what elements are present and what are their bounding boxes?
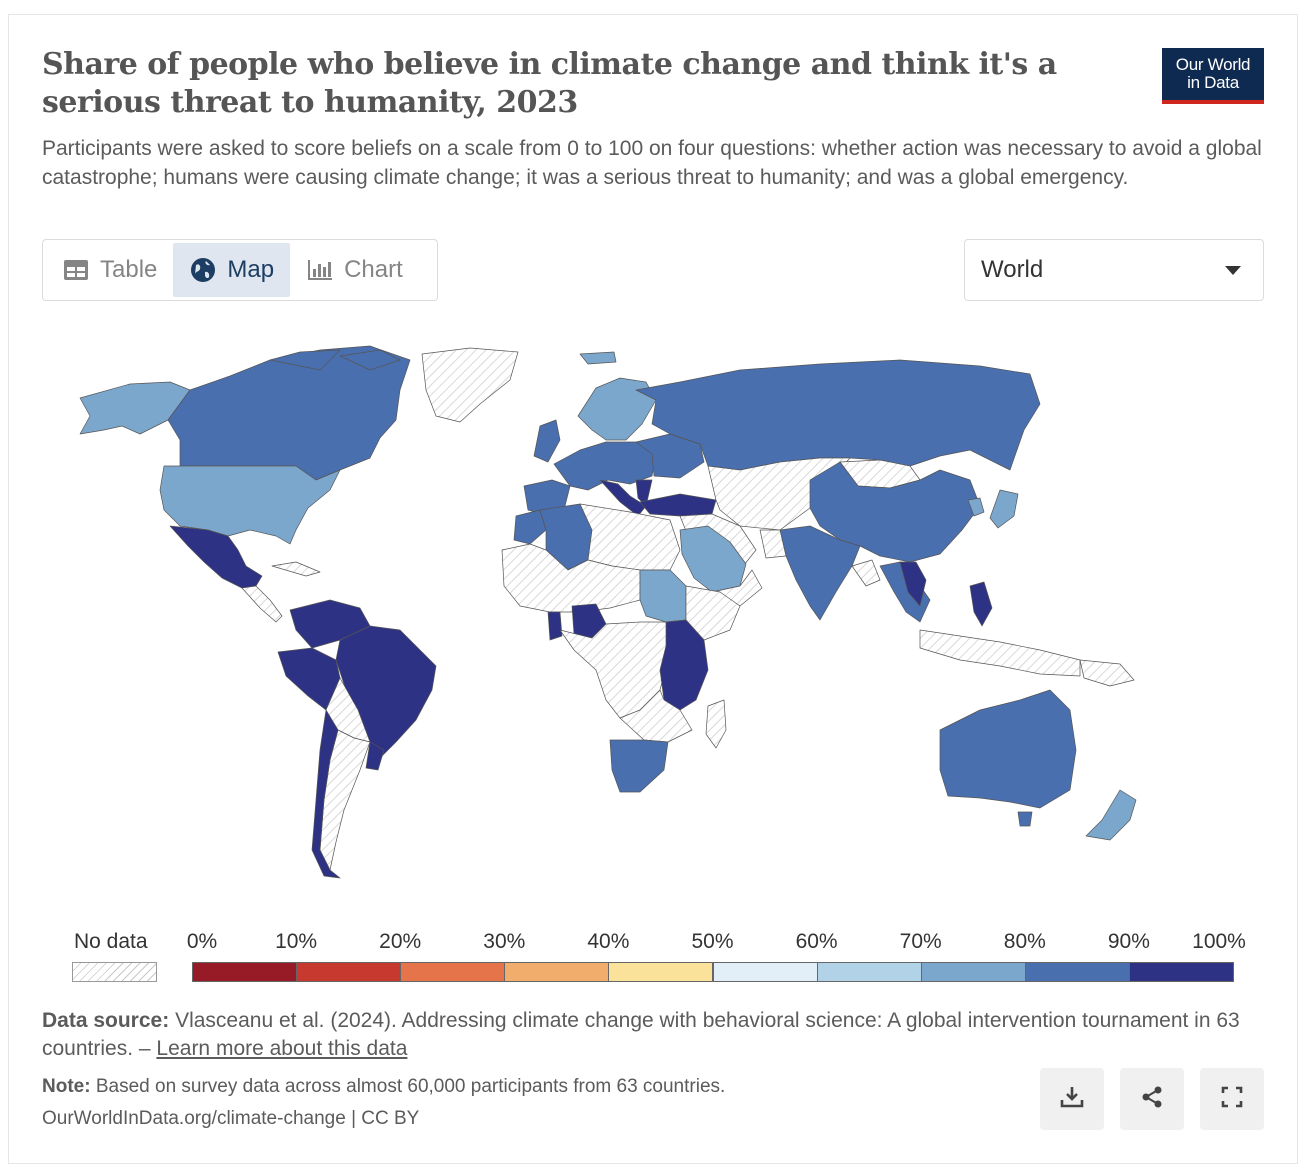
legend-tick-label: 100%: [1192, 930, 1246, 953]
globe-icon: [189, 257, 217, 283]
region-select[interactable]: World: [964, 239, 1264, 301]
view-tabs: Table Map Chart: [42, 239, 438, 301]
learn-more-link[interactable]: Learn more about this data: [156, 1037, 408, 1060]
region-papua: [1079, 659, 1135, 687]
region-australia: [939, 689, 1077, 809]
region-south-asia-other: [759, 529, 881, 587]
region-arctic-islands: [269, 349, 401, 371]
legend-tick-label: 90%: [1107, 930, 1150, 953]
share-button[interactable]: [1120, 1068, 1184, 1130]
legend-tick-label: 50%: [691, 930, 734, 953]
region-greenland: [421, 347, 519, 423]
data-source: Data source: Vlasceanu et al. (2024). Ad…: [42, 1007, 1262, 1063]
legend-bin[interactable]: [608, 962, 714, 982]
chevron-down-icon: [1225, 265, 1241, 275]
region-philippines: [969, 581, 993, 627]
legend-bin[interactable]: [296, 962, 402, 982]
legend-bin[interactable]: [816, 962, 922, 982]
legend-tick-label: 80%: [1003, 930, 1046, 953]
source-text: Vlasceanu et al. (2024). Addressing clim…: [42, 1009, 1240, 1060]
bar-chart-icon: [306, 257, 334, 283]
legend-tick-label: 30%: [483, 930, 526, 953]
legend-bin[interactable]: [712, 962, 818, 982]
region-alaska: [79, 381, 191, 435]
legend-bin[interactable]: [920, 962, 1026, 982]
note-label: Note:: [42, 1076, 91, 1097]
legend-no-data-label: No data: [74, 930, 148, 953]
note: Note: Based on survey data across almost…: [42, 1074, 725, 1100]
legend-tick-label: 40%: [587, 930, 630, 953]
share-icon: [1139, 1084, 1165, 1115]
region-korea-japan: [967, 489, 1019, 529]
region-china: [809, 461, 981, 563]
note-text: Based on survey data across almost 60,00…: [95, 1076, 726, 1097]
region-mexico: [169, 525, 263, 589]
region-russia: [635, 359, 1041, 471]
region-uk-ireland: [533, 419, 561, 463]
color-legend: No data 0% 10% 20% 30% 40% 50% 60% 70% 80% 90% 100…: [40, 924, 1276, 984]
region-caribbean: [271, 561, 321, 577]
legend-tick-label: 70%: [899, 930, 942, 953]
region-sudan: [639, 569, 687, 623]
region-chile: [311, 709, 341, 879]
legend-bin[interactable]: [504, 962, 610, 982]
region-scandinavia: [577, 377, 657, 441]
download-icon: [1059, 1084, 1085, 1115]
download-button[interactable]: [1040, 1068, 1104, 1130]
region-tasmania: [1017, 811, 1033, 827]
legend-tick-label: 20%: [379, 930, 422, 953]
tab-map[interactable]: Map: [173, 243, 291, 297]
region-india: [779, 525, 861, 621]
region-uruguay: [365, 741, 385, 771]
region-south-africa: [609, 739, 669, 793]
legend-bin[interactable]: [1024, 962, 1130, 982]
page-title: Share of people who believe in climate c…: [42, 47, 1057, 120]
region-east-africa: [659, 619, 709, 711]
tab-chart[interactable]: Chart: [290, 243, 419, 297]
fullscreen-button[interactable]: [1200, 1068, 1264, 1130]
tab-map-label: Map: [227, 256, 275, 283]
world-map: [79, 345, 1137, 879]
legend-no-data-swatch: [72, 962, 157, 982]
region-usa: [159, 465, 341, 545]
logo-line-1: Our World: [1175, 55, 1251, 74]
source-label: Data source:: [42, 1009, 170, 1032]
legend-tick-label: 10%: [275, 930, 318, 953]
region-vietnam-thailand: [899, 561, 927, 607]
legend-bin[interactable]: [400, 962, 506, 982]
legend-bin[interactable]: [192, 962, 298, 982]
logo-line-2: in Data: [1187, 73, 1239, 92]
region-morocco: [513, 509, 547, 545]
region-western-europe: [553, 441, 657, 491]
region-ghana: [547, 611, 563, 641]
table-icon: [62, 257, 90, 283]
region-madagascar: [705, 699, 727, 749]
region-turkey: [639, 493, 717, 517]
region-iceland: [579, 351, 617, 365]
region-new-zealand: [1085, 789, 1137, 841]
legend-bin[interactable]: [1128, 962, 1234, 982]
source-url[interactable]: OurWorldInData.org/climate-change | CC B…: [42, 1108, 420, 1129]
tab-table[interactable]: Table: [46, 243, 173, 297]
tab-chart-label: Chart: [344, 256, 403, 283]
legend-tick-label: 60%: [795, 930, 838, 953]
region-central-america: [241, 585, 283, 623]
tab-table-label: Table: [100, 256, 158, 283]
fullscreen-icon: [1219, 1084, 1245, 1115]
region-select-value: World: [981, 256, 1044, 283]
subtitle: Participants were asked to score beliefs…: [42, 137, 1262, 189]
legend-tick-label: 0%: [186, 930, 218, 953]
owid-logo[interactable]: Our World in Data: [1162, 48, 1264, 104]
region-indonesia: [919, 629, 1081, 677]
